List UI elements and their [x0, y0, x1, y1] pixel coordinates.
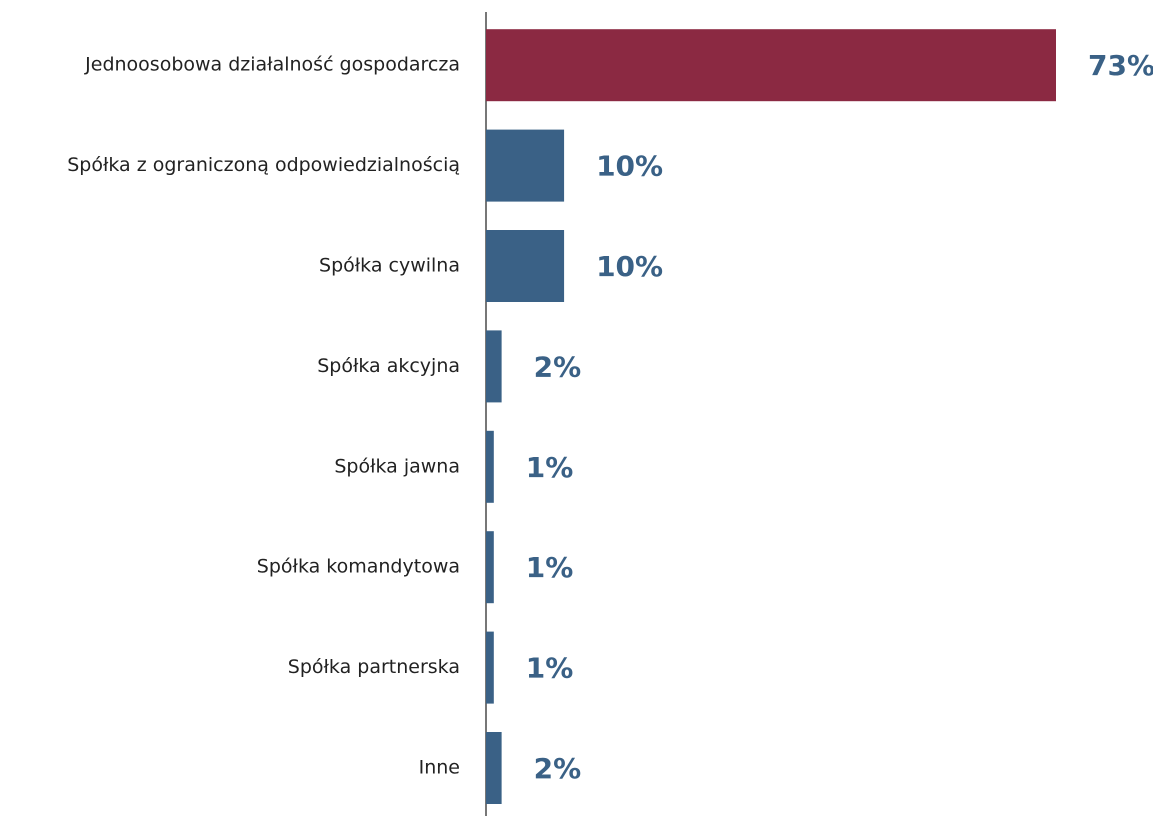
- category-label: Spółka akcyjna: [317, 355, 460, 377]
- category-label: Jednoosobowa działalność gospodarcza: [84, 54, 460, 76]
- bar: [486, 631, 494, 704]
- value-label: 1%: [526, 451, 574, 484]
- bar: [486, 531, 494, 604]
- value-label: 2%: [534, 752, 582, 785]
- category-label: Spółka cywilna: [319, 255, 460, 277]
- value-label: 1%: [526, 551, 574, 584]
- bar: [486, 330, 502, 403]
- bar: [486, 129, 565, 202]
- value-label: 10%: [596, 150, 663, 183]
- category-label: Spółka partnerska: [288, 656, 460, 678]
- category-label: Spółka komandytowa: [257, 556, 460, 578]
- value-label: 2%: [534, 350, 582, 383]
- bar: [486, 732, 502, 804]
- category-label: Spółka z ograniczoną odpowiedzialnością: [67, 154, 460, 176]
- value-label: 1%: [526, 652, 574, 685]
- category-label: Inne: [419, 757, 460, 779]
- value-label: 10%: [596, 250, 663, 283]
- bar: [486, 29, 1056, 102]
- bar: [486, 430, 494, 503]
- category-label: Spółka jawna: [334, 455, 460, 477]
- bar: [486, 230, 565, 302]
- value-label: 73%: [1088, 49, 1153, 82]
